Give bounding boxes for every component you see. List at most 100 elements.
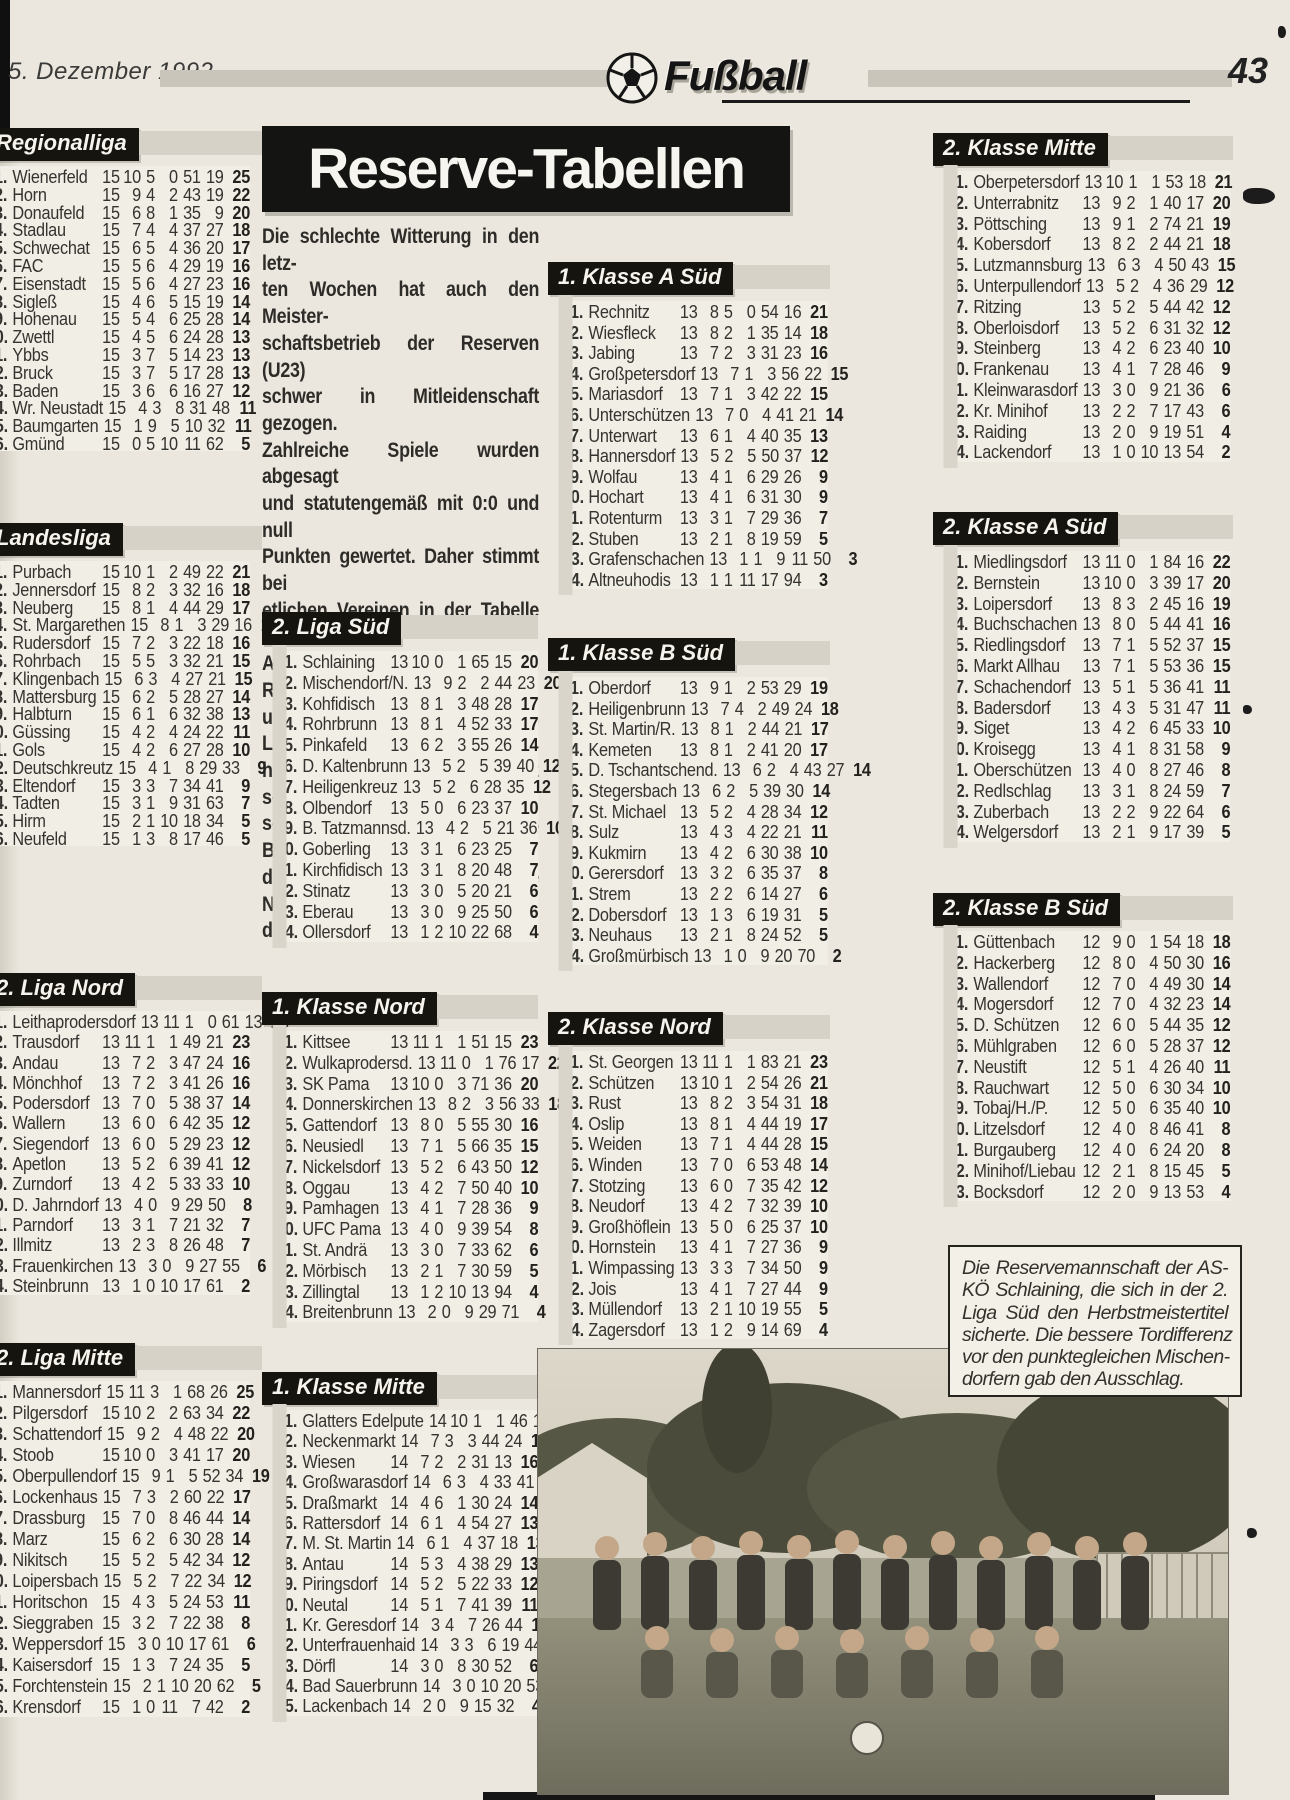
goals-for: 15: [1163, 1159, 1182, 1181]
goals-for: 34: [760, 1256, 779, 1278]
team-name: St. Andrä: [302, 1238, 367, 1260]
draws: 2: [723, 841, 733, 863]
wins: 1: [709, 1318, 719, 1340]
draws: 1: [723, 568, 733, 590]
draws: 3: [456, 1471, 466, 1493]
games: 13: [1082, 592, 1101, 614]
losses: 7: [457, 1197, 467, 1219]
points: 16: [520, 1450, 539, 1472]
wins: 4: [1112, 1138, 1122, 1160]
goals-for: 23: [1163, 337, 1182, 359]
team-name: Leithaprodersdorf: [12, 1011, 136, 1032]
draws: 5: [146, 166, 155, 187]
rank: 5.: [955, 634, 969, 656]
goals-against: 32: [207, 415, 226, 437]
section-header-2-klasse-b-sued: 2. Klasse B Süd: [933, 893, 1233, 926]
games: 14: [400, 1430, 419, 1452]
section-header-2-liga-nord: 2. Liga Nord: [0, 973, 262, 1006]
table-row: 11. Kirchfidisch 13 3 1 8 20 48 7: [276, 859, 538, 880]
games: 12: [1082, 972, 1101, 994]
points: 25: [236, 1381, 255, 1402]
rank: 3.: [0, 1423, 8, 1444]
games: 13: [390, 692, 408, 714]
points: 16: [1212, 951, 1231, 973]
goals-against: 41: [1186, 675, 1204, 697]
table-row: 11. Rotenturm 13 3 1 7 29 36 7: [562, 507, 828, 528]
draws: 0: [434, 1072, 444, 1094]
draws: 1: [440, 1532, 450, 1554]
wins: 7: [709, 1133, 719, 1155]
header-underline: [722, 100, 1190, 103]
rank: 1.: [570, 301, 584, 322]
team-name: Rotenturm: [588, 506, 663, 528]
goals-for: 30: [471, 1654, 489, 1676]
wins: 5: [420, 1593, 430, 1615]
losses: 5: [169, 343, 178, 365]
losses: 5: [1149, 654, 1159, 676]
text-line: Liga Süd den Herbstmeistertitel: [962, 1301, 1229, 1324]
games: 12: [1082, 1034, 1101, 1056]
draws: 0: [1126, 993, 1136, 1015]
losses: 5: [1149, 675, 1159, 697]
games: 13: [102, 1031, 120, 1053]
draws: 5: [146, 649, 155, 671]
goals-for: 22: [183, 632, 201, 654]
losses: 5: [169, 1173, 178, 1195]
games: 15: [102, 1528, 120, 1549]
team-name: Wr. Neustadt: [12, 397, 104, 419]
draws: 1: [723, 383, 733, 405]
rank: 8.: [570, 821, 584, 843]
goals-against: 33: [1186, 717, 1204, 739]
losses: 4: [169, 219, 178, 241]
goals-against: 22: [206, 721, 224, 743]
goals-for: 47: [183, 1051, 201, 1073]
table-row: 10. Hornstein 13 4 1 7 27 36 9: [562, 1236, 828, 1257]
goals-against: 42: [783, 1174, 802, 1196]
draws: 2: [146, 1051, 155, 1073]
table-row: 3. Wiesen 14 7 2 2 31 13 16: [276, 1450, 539, 1472]
games: 13: [102, 1071, 120, 1093]
games: 15: [102, 237, 120, 259]
losses: 6: [169, 703, 178, 725]
rank: 8.: [284, 1552, 298, 1574]
losses: 3: [767, 362, 777, 384]
games: 13: [1086, 274, 1104, 296]
games: 12: [1082, 1118, 1101, 1140]
rank: 9.: [570, 841, 584, 863]
table-row: 2.Neckenmarkt14733442417: [276, 1430, 549, 1452]
games: 13: [390, 1280, 408, 1302]
games: 13: [1082, 654, 1101, 676]
team-name: Burgauberg: [973, 1138, 1056, 1160]
table-row: 1. Schlaining 13 10 0 1 65 15 20: [276, 651, 538, 672]
team-name: Gerersdorf: [588, 862, 664, 884]
goals-for: 71: [471, 1072, 489, 1094]
goals-for: 39: [1163, 571, 1182, 593]
table-row: 6. Mühlgraben 12 6 0 5 28 37 12: [947, 1034, 1231, 1056]
games: 13: [1082, 571, 1101, 593]
team-name: Steinbrunn: [12, 1274, 89, 1296]
goals-against: 34: [1186, 1076, 1204, 1098]
goals-against: 70: [797, 944, 816, 966]
table-row: 11. Oberschützen 13 4 0 8 27 46 8: [947, 759, 1230, 780]
table-row: 4. Großpetersdorf 13 7 1 3 56 22 15: [562, 362, 848, 384]
goals-for: 43: [803, 759, 822, 781]
points: 5: [1221, 821, 1231, 843]
wins: 10: [701, 1071, 719, 1093]
goals-against: 27: [826, 759, 845, 781]
draws: 1: [724, 718, 734, 740]
team-name: Andau: [12, 1051, 59, 1073]
draws: 6: [146, 272, 155, 294]
wins: 2: [1112, 420, 1122, 442]
goals-for: 28: [1163, 358, 1182, 380]
games: 15: [102, 201, 120, 223]
draws: 1: [434, 1593, 444, 1615]
rank: 12.: [0, 756, 8, 778]
games: 13: [1082, 337, 1101, 359]
table-2-klasse-mitte: 1. Oberpetersdorf 13 10 1 1 53 18 21 2. Unterrabni…: [943, 164, 1236, 469]
draws: 2: [456, 754, 466, 776]
